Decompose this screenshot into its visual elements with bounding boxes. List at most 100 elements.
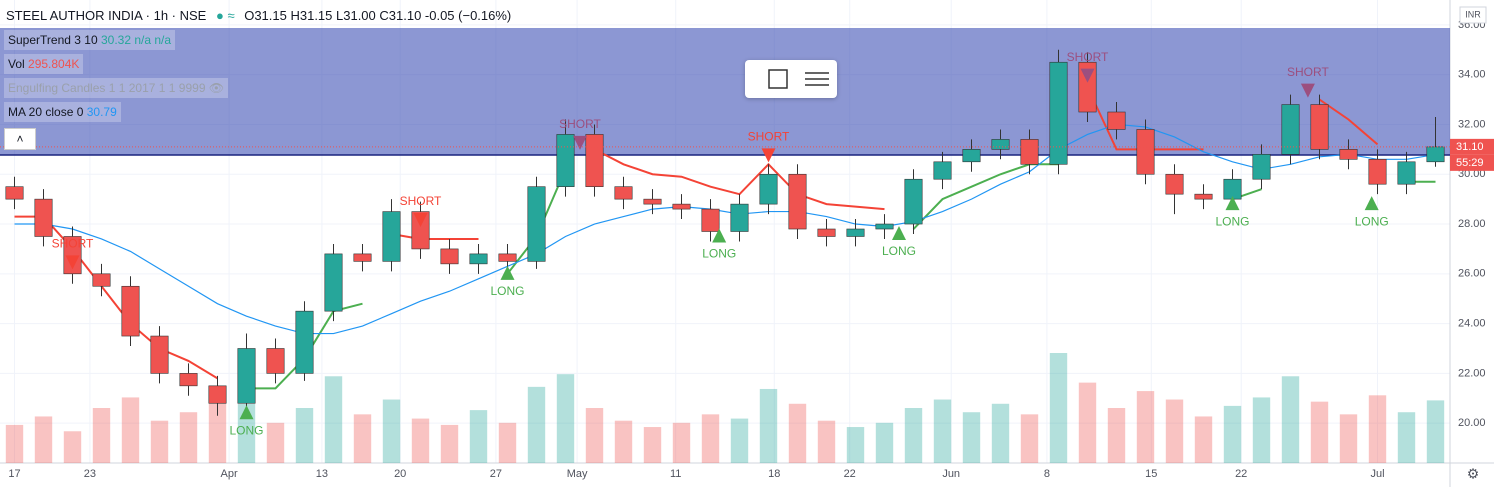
volume-bar xyxy=(1339,414,1358,463)
drawing-rectangle xyxy=(0,28,1450,155)
x-tick-label: May xyxy=(567,468,588,480)
volume-bar xyxy=(382,399,401,463)
candle-body xyxy=(846,228,865,237)
volume-bar xyxy=(1078,382,1097,463)
currency-box xyxy=(1459,6,1487,24)
candle-body xyxy=(266,348,285,374)
candle-body xyxy=(237,348,256,404)
volume-bar xyxy=(788,403,807,463)
x-tick-label: 11 xyxy=(670,468,681,480)
candle-body xyxy=(904,178,923,225)
signal-marker xyxy=(500,265,515,280)
candle-body xyxy=(643,198,662,205)
candle-body xyxy=(1339,149,1358,160)
signal-marker xyxy=(239,405,254,420)
signal-marker xyxy=(1080,68,1095,83)
volume-bar xyxy=(1368,395,1387,463)
header: STEEL AUTHOR INDIA · 1h · NSE ● ≈ O31.15… xyxy=(6,8,512,23)
volume-bar xyxy=(904,408,923,463)
x-tick-label: Jun xyxy=(942,468,960,480)
volume-bar xyxy=(353,414,372,463)
candle-body xyxy=(469,253,488,265)
indicator: MA 20 close 0 xyxy=(8,105,84,119)
candle-body xyxy=(1368,159,1387,185)
volume-bar xyxy=(121,397,140,463)
legend-row[interactable]: Engulfing Candles 1 1 2017 1 1 9999 👁 xyxy=(4,78,229,98)
indicator: Engulfing Candles 1 1 2017 1 1 9999 xyxy=(8,81,206,95)
candle-body xyxy=(788,173,807,230)
signal-marker xyxy=(1364,196,1379,211)
candle-body xyxy=(962,149,981,163)
x-tick-label: 22 xyxy=(1235,468,1247,480)
currency: INR xyxy=(1465,9,1481,19)
volume-bar xyxy=(1136,391,1155,463)
volume-bar xyxy=(1281,376,1300,463)
x-tick-label: Jul xyxy=(1370,468,1384,480)
x-tick-label: 15 xyxy=(1145,468,1157,480)
volume-bar xyxy=(266,422,285,463)
volume-bar xyxy=(1107,408,1126,463)
candle-body xyxy=(63,236,82,275)
volume-bar xyxy=(1426,400,1445,463)
signal-label: SHORT xyxy=(52,237,94,251)
volume-bar xyxy=(875,422,894,463)
y-tick-label: 32.00 xyxy=(1458,118,1486,130)
candle-body xyxy=(1194,193,1213,200)
candle-body xyxy=(817,228,836,237)
volume-bar xyxy=(92,408,111,463)
candle-body xyxy=(324,253,343,312)
volume-bar xyxy=(962,412,981,463)
volume-bar xyxy=(1194,416,1213,463)
signal-label: LONG xyxy=(490,284,524,298)
candle-body xyxy=(295,310,314,374)
candle-body xyxy=(1426,146,1445,163)
signal-label: LONG xyxy=(1355,214,1389,228)
volume-bar xyxy=(846,427,865,463)
y-tick-label: 26.00 xyxy=(1458,268,1486,280)
volume-bar xyxy=(1049,353,1068,463)
signal-label: SHORT xyxy=(559,117,601,131)
drawing-toolbar[interactable] xyxy=(745,60,837,98)
candle-body xyxy=(1136,129,1155,175)
candle-body xyxy=(121,285,140,337)
indicator-value: 30.79 xyxy=(86,105,117,119)
y-tick-label: 24.00 xyxy=(1458,318,1486,330)
candle-body xyxy=(1397,161,1416,185)
volume-bar xyxy=(672,422,691,463)
volume-bar xyxy=(5,424,24,463)
candle-body xyxy=(179,373,198,387)
symbol: STEEL AUTHOR INDIA · 1h · NSE xyxy=(6,8,207,23)
signal-label: LONG xyxy=(882,244,916,258)
signal-marker xyxy=(892,225,906,240)
candle-body xyxy=(1049,61,1068,165)
candle-body xyxy=(353,253,372,262)
signal-label: SHORT xyxy=(748,130,790,144)
candle-body xyxy=(1252,154,1271,180)
candle-body xyxy=(1107,111,1126,130)
signal-label: SHORT xyxy=(400,194,442,208)
signal-marker xyxy=(1225,196,1240,211)
volume-bar xyxy=(585,408,604,463)
volume-bar xyxy=(1310,401,1329,463)
volume-bar xyxy=(1223,405,1242,463)
volume-bar xyxy=(1252,397,1271,463)
x-tick-label: 20 xyxy=(394,468,406,480)
volume-bar xyxy=(150,420,169,463)
collapse-button[interactable]: ˄ xyxy=(4,128,36,150)
candle-body xyxy=(614,186,633,200)
candle-body xyxy=(382,211,401,262)
signal-marker xyxy=(712,228,727,243)
candle-body xyxy=(1281,104,1300,155)
indicator: Vol xyxy=(8,57,25,71)
volume-bar xyxy=(991,403,1010,463)
volume-bar xyxy=(817,420,836,463)
x-tick-label: 17 xyxy=(8,468,20,480)
price-tag xyxy=(1450,138,1494,155)
indicator: SuperTrend 3 10 xyxy=(8,33,98,47)
indicator-value: 295.804K xyxy=(28,57,80,71)
y-tick-label: 22.00 xyxy=(1458,367,1486,379)
volume-bar xyxy=(411,418,430,463)
indicator-line xyxy=(14,86,1379,380)
settings-icon[interactable]: ⚙ xyxy=(1467,466,1480,482)
